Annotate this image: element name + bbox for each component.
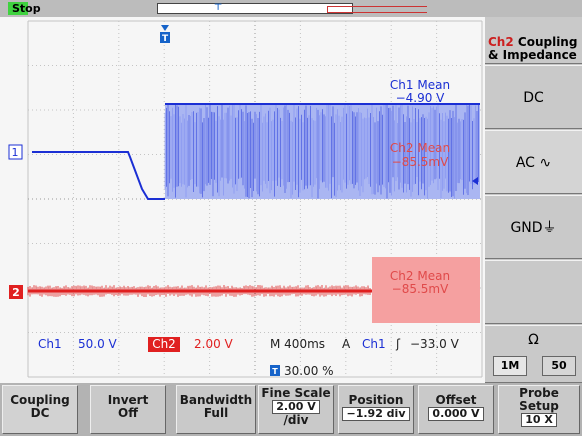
ch1-trace — [32, 151, 165, 200]
trigger-position-readout: 30.00 % — [284, 364, 334, 378]
coupling-gnd-label: GND⏚ — [510, 220, 557, 236]
trigger-position-icon — [270, 365, 280, 376]
offset-button[interactable]: Offset 0.000 V — [418, 385, 494, 434]
ch1-scale-value: 50.0 V — [78, 337, 118, 351]
ch2-marker-label: 2 — [12, 286, 20, 299]
probe-setup-label: Setup — [519, 399, 559, 413]
coupling-gnd-option[interactable]: GND⏚ — [485, 195, 582, 259]
coupling-value: DC — [30, 406, 50, 420]
invert-button[interactable]: Invert Off — [90, 385, 166, 434]
offset-label: Offset — [435, 393, 477, 407]
bottom-menu: Coupling DC Invert Off Bandwidth Full Fi… — [0, 383, 582, 436]
ohm-icon: Ω — [528, 332, 539, 348]
coupling-label: Coupling — [10, 393, 70, 407]
record-view-bar: ⊤ — [157, 3, 427, 14]
ch1-mean-value: −4.90 V — [396, 91, 446, 105]
ch2-burst — [372, 257, 480, 323]
offset-value: 0.000 V — [428, 407, 484, 421]
ch2-mean-value-lower: −85.5mV — [392, 282, 449, 296]
fine-scale-label: Fine Scale — [261, 386, 331, 400]
ch2-mean-title-upper: Ch2 Mean — [390, 141, 450, 155]
ch1-mean-title: Ch1 Mean — [390, 78, 450, 92]
record-window — [327, 6, 427, 13]
ch1-level-arrow — [472, 177, 478, 185]
ch1-ground-marker: 1 — [8, 144, 23, 160]
coupling-ac-option[interactable]: AC ∿ — [485, 130, 582, 194]
fine-scale-value: 2.00 V — [272, 400, 320, 414]
coupling-button[interactable]: Coupling DC — [2, 385, 78, 434]
status-bar: Stop ⊤ — [0, 0, 582, 17]
side-title-text2: & Impedance — [488, 48, 577, 62]
bandwidth-value: Full — [203, 406, 229, 420]
trigger-position-marker: T — [160, 25, 170, 44]
svg-text:T: T — [162, 34, 169, 44]
ch2-scale-value: 2.00 V — [194, 337, 234, 351]
ch1-marker-label: 1 — [12, 146, 19, 159]
invert-value: Off — [118, 406, 138, 420]
probe-label: Probe — [519, 386, 559, 400]
ch2-scale-badge — [148, 337, 180, 352]
trigger-position-icon-label: T — [272, 367, 278, 376]
impedance-1m-button[interactable]: 1M — [493, 356, 527, 376]
trigger-level: −33.0 V — [410, 337, 460, 351]
coupling-ac-label: AC ∿ — [515, 155, 552, 171]
record-trigger-marker: ⊤ — [214, 3, 223, 13]
graticule-area: T 1 2 Ch1 Mean −4.90 V Ch2 Mean −85.5mV … — [0, 17, 485, 383]
trigger-slope: ʃ — [395, 337, 401, 351]
waveform-display: T 1 2 Ch1 Mean −4.90 V Ch2 Mean −85.5mV … — [8, 20, 483, 378]
coupling-dc-label: DC — [523, 90, 544, 106]
impedance-50-button[interactable]: 50 — [542, 356, 576, 376]
impedance-selector: Ω 1M 50 — [485, 325, 582, 383]
ch2-mean-title-lower: Ch2 Mean — [390, 269, 450, 283]
run-indicator — [8, 2, 28, 15]
position-label: Position — [348, 393, 404, 407]
ch1-waveform — [164, 103, 480, 199]
fine-scale-unit: /div — [283, 413, 309, 427]
coupling-dc-option[interactable]: DC — [485, 65, 582, 129]
bandwidth-button[interactable]: Bandwidth Full — [176, 385, 256, 434]
ch2-ground-marker: 2 — [9, 285, 23, 299]
trigger-mode: A — [342, 337, 351, 351]
ch1-scale-label: Ch1 — [38, 337, 62, 351]
position-value: −1.92 div — [342, 407, 410, 421]
position-button[interactable]: Position −1.92 div — [338, 385, 414, 434]
side-menu-title: Ch2 Coupling & Impedance — [485, 17, 582, 64]
fine-scale-button[interactable]: Fine Scale 2.00 V /div — [258, 385, 334, 434]
probe-setup-button[interactable]: Probe Setup 10 X — [498, 385, 580, 434]
bandwidth-label: Bandwidth — [179, 393, 253, 407]
ch2-mean-value-upper: −85.5mV — [392, 155, 449, 169]
side-title-text: Coupling — [517, 35, 578, 49]
side-menu-empty-slot — [485, 260, 582, 324]
probe-value: 10 X — [521, 413, 557, 427]
trigger-source: Ch1 — [362, 337, 386, 351]
ch2-scale-label: Ch2 — [152, 337, 176, 351]
acquisition-state: Stop — [12, 2, 41, 15]
timebase-readout: M 400ms — [270, 337, 325, 351]
side-title-channel: Ch2 — [488, 35, 514, 49]
side-menu: Ch2 Coupling & Impedance DC AC ∿ GND⏚ Ω … — [485, 17, 582, 383]
invert-label: Invert — [107, 393, 149, 407]
